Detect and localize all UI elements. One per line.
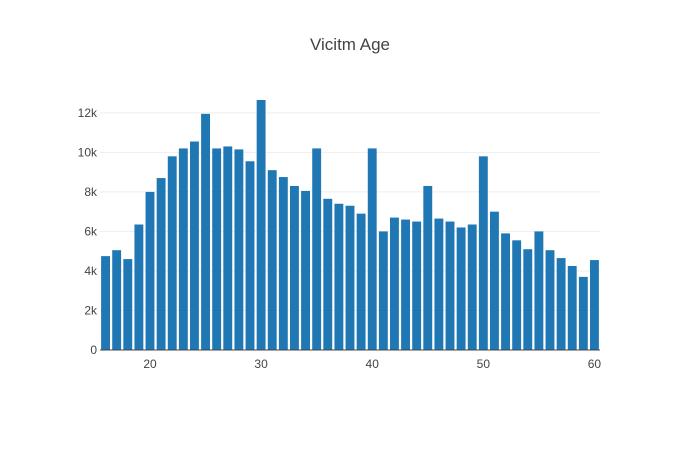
y-tick-label: 2k (84, 303, 98, 317)
bar[interactable] (190, 141, 199, 350)
bar[interactable] (223, 146, 233, 350)
chart-title: Vicitm Age (310, 35, 390, 54)
bar[interactable] (356, 213, 366, 350)
x-tick-label: 40 (366, 357, 380, 371)
y-tick-label: 8k (84, 185, 98, 199)
bar[interactable] (556, 258, 566, 350)
bar[interactable] (312, 148, 322, 350)
y-tick-label: 12k (78, 106, 98, 120)
bar[interactable] (445, 221, 455, 350)
bar[interactable] (378, 231, 388, 350)
bar[interactable] (134, 224, 144, 350)
bar[interactable] (367, 148, 377, 350)
bar[interactable] (267, 170, 277, 350)
x-tick-label: 20 (143, 357, 157, 371)
bar[interactable] (112, 250, 122, 350)
y-axis: 0 2k 4k 6k 8k 10k 12k (78, 106, 98, 357)
bar[interactable] (234, 149, 244, 350)
x-tick-label: 50 (477, 357, 491, 371)
bar[interactable] (578, 276, 588, 350)
bar[interactable] (501, 233, 510, 350)
y-tick-label: 0 (90, 343, 97, 357)
bar[interactable] (434, 218, 444, 350)
bar[interactable] (467, 224, 477, 350)
y-tick-label: 6k (84, 224, 98, 238)
bar[interactable] (401, 219, 410, 350)
bar[interactable] (256, 100, 266, 350)
bar[interactable] (412, 221, 422, 350)
bar[interactable] (101, 256, 110, 350)
x-tick-label: 30 (254, 357, 268, 371)
bar[interactable] (490, 211, 499, 350)
bar[interactable] (523, 249, 533, 350)
y-tick-label: 4k (84, 264, 98, 278)
bar[interactable] (423, 185, 433, 350)
bar[interactable] (456, 227, 466, 350)
bar[interactable] (534, 231, 544, 350)
bar[interactable] (590, 260, 599, 350)
bar[interactable] (301, 190, 310, 350)
bar[interactable] (345, 205, 355, 350)
bar[interactable] (478, 156, 488, 350)
bar[interactable] (167, 156, 177, 350)
bar[interactable] (323, 198, 333, 350)
x-axis: 20 30 40 50 60 (100, 349, 602, 371)
bars (101, 100, 599, 351)
bar[interactable] (334, 203, 344, 350)
bar[interactable] (390, 217, 399, 350)
bar[interactable] (178, 148, 188, 350)
bar[interactable] (245, 161, 255, 350)
bar[interactable] (212, 148, 222, 350)
bar[interactable] (145, 191, 155, 350)
bar[interactable] (201, 113, 210, 351)
x-tick-label: 60 (588, 357, 602, 371)
bar[interactable] (545, 250, 555, 350)
bar[interactable] (290, 185, 299, 350)
bar[interactable] (156, 178, 166, 350)
bar[interactable] (278, 177, 288, 350)
y-tick-label: 10k (78, 145, 98, 159)
bar[interactable] (512, 240, 522, 350)
bar[interactable] (123, 259, 133, 350)
bar[interactable] (567, 266, 577, 350)
